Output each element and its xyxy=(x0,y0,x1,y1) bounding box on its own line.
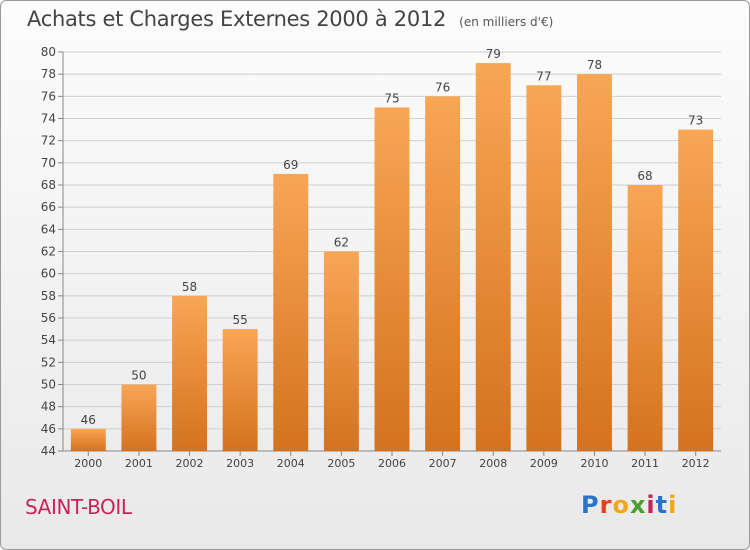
bar xyxy=(475,63,511,451)
bar xyxy=(526,85,562,451)
x-tick-label: 2001 xyxy=(125,457,153,470)
y-tick-label: 62 xyxy=(41,245,56,259)
proxiti-logo: Proxiti xyxy=(581,491,677,519)
data-label: 77 xyxy=(536,69,551,83)
x-tick-labels: 2000 2001 2002 2003 2004 2005 2006 2007 2008 2009… xyxy=(74,457,709,470)
data-label: 78 xyxy=(587,58,602,72)
data-label: 76 xyxy=(435,80,450,94)
x-tick-label: 2008 xyxy=(479,457,507,470)
logo-letter: i xyxy=(646,491,656,519)
y-tick-label: 46 xyxy=(41,422,56,436)
bars xyxy=(70,63,714,452)
commune-name: SAINT-BOIL xyxy=(25,495,132,519)
logo-letter: o xyxy=(612,491,630,519)
bar xyxy=(222,329,258,451)
y-tick-label: 64 xyxy=(41,222,56,236)
bar xyxy=(374,107,410,452)
x-tick-label: 2011 xyxy=(631,457,659,470)
y-tick-label: 74 xyxy=(41,112,56,126)
y-tick-label: 50 xyxy=(41,378,56,392)
bar xyxy=(172,295,208,451)
y-tick-label: 58 xyxy=(41,289,56,303)
y-tick-label: 54 xyxy=(41,333,56,347)
y-tick-labels: 44 46 48 50 52 54 56 58 60 62 64 66 68 70 72 74 76 78 80 xyxy=(41,45,56,458)
bar xyxy=(121,384,157,451)
logo-letter: r xyxy=(599,491,613,519)
data-label: 62 xyxy=(334,236,349,250)
data-label: 55 xyxy=(233,313,248,327)
data-label: 50 xyxy=(131,369,146,383)
data-label: 46 xyxy=(81,413,96,427)
logo-letter: P xyxy=(581,491,600,519)
y-tick-label: 48 xyxy=(41,400,56,414)
x-tick-label: 2004 xyxy=(277,457,305,470)
x-tick-label: 2006 xyxy=(378,457,406,470)
bar xyxy=(576,74,612,452)
x-tick-label: 2009 xyxy=(530,457,558,470)
y-tick-label: 44 xyxy=(41,444,56,458)
data-label: 73 xyxy=(688,114,703,128)
bar xyxy=(273,173,309,451)
title-row: Achats et Charges Externes 2000 à 2012 (… xyxy=(27,7,553,31)
y-tick-label: 68 xyxy=(41,178,56,192)
data-label: 58 xyxy=(182,280,197,294)
data-label: 68 xyxy=(637,169,652,183)
data-label: 79 xyxy=(486,47,501,61)
x-tick-label: 2005 xyxy=(327,457,355,470)
bar xyxy=(425,96,461,451)
bar xyxy=(678,129,714,452)
y-tick-label: 52 xyxy=(41,355,56,369)
chart-subtitle: (en milliers d'€) xyxy=(459,15,554,29)
data-labels: 46 50 58 55 69 62 75 76 79 77 78 68 73 xyxy=(81,47,704,427)
x-tick-label: 2002 xyxy=(176,457,204,470)
logo-letter: x xyxy=(629,491,647,519)
y-tick-label: 70 xyxy=(41,156,56,170)
bar xyxy=(70,428,106,451)
y-tick-label: 60 xyxy=(41,267,56,281)
y-tick-label: 78 xyxy=(41,67,56,81)
logo-letter: i xyxy=(668,491,678,519)
data-label: 75 xyxy=(384,91,399,105)
chart-title: Achats et Charges Externes 2000 à 2012 xyxy=(27,7,447,31)
x-tick-label: 2003 xyxy=(226,457,254,470)
y-tick-label: 80 xyxy=(41,45,56,59)
bar xyxy=(323,251,359,451)
x-tick-label: 2012 xyxy=(682,457,710,470)
x-tick-label: 2000 xyxy=(74,457,102,470)
logo-letter: t xyxy=(655,491,669,519)
y-tick-label: 66 xyxy=(41,200,56,214)
x-tick-label: 2007 xyxy=(429,457,457,470)
y-tick-label: 76 xyxy=(41,89,56,103)
x-tick-label: 2010 xyxy=(580,457,608,470)
y-tick-label: 72 xyxy=(41,134,56,148)
data-label: 69 xyxy=(283,158,298,172)
bar xyxy=(627,185,663,451)
y-tick-label: 56 xyxy=(41,311,56,325)
